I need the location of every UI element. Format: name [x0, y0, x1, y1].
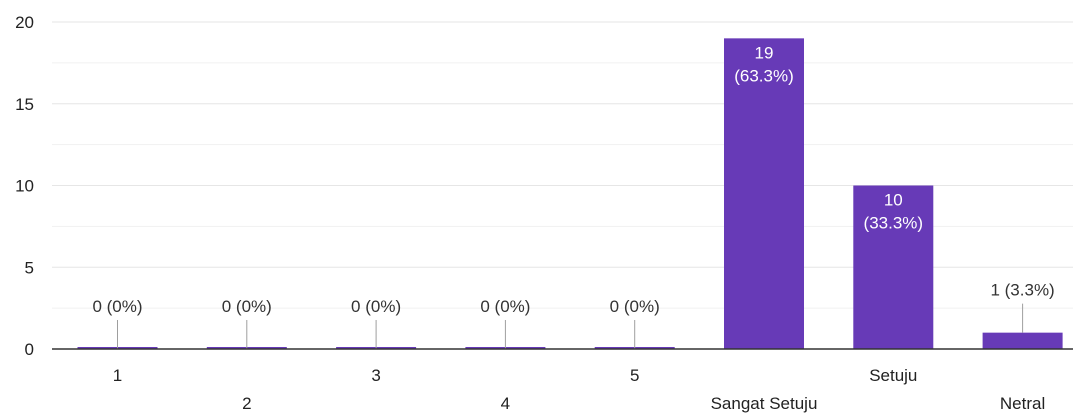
- gridlines: [52, 21, 1073, 309]
- y-tick-label: 10: [15, 177, 34, 196]
- x-tick-label: 3: [371, 366, 380, 385]
- x-axis-ticks: 1 2 3 4 5 Sangat Setuju Setuju Netral: [113, 366, 1046, 413]
- bar-setuju: [853, 185, 934, 349]
- data-label: (33.3%): [864, 214, 924, 233]
- y-tick-label: 15: [15, 95, 34, 114]
- x-tick-label: Sangat Setuju: [711, 394, 818, 413]
- y-tick-label: 5: [25, 258, 34, 277]
- data-label: 19: [755, 43, 774, 62]
- data-label: (63.3%): [734, 66, 794, 85]
- bar-netral: [982, 332, 1063, 349]
- x-tick-label: 1: [113, 366, 122, 385]
- y-tick-label: 20: [15, 13, 34, 32]
- bar-sangat-setuju: [724, 38, 804, 349]
- data-label: 0 (0%): [610, 297, 660, 316]
- x-tick-label: 4: [501, 394, 510, 413]
- x-tick-label: 2: [242, 394, 251, 413]
- data-label: 0 (0%): [480, 297, 530, 316]
- data-labels: 0 (0%) 0 (0%) 0 (0%) 0 (0%) 0 (0%) 19 (63.3%) 1…: [92, 43, 1055, 349]
- x-tick-label: Netral: [1000, 394, 1045, 413]
- data-label: 1 (3.3%): [990, 281, 1054, 300]
- bars: [77, 38, 1063, 349]
- y-tick-label: 0: [25, 340, 34, 359]
- x-tick-label: Setuju: [869, 366, 917, 385]
- data-label: 0 (0%): [92, 297, 142, 316]
- x-tick-label: 5: [630, 366, 639, 385]
- data-label: 0 (0%): [222, 297, 272, 316]
- y-axis-ticks: 0 5 10 15 20: [15, 13, 34, 359]
- data-label: 0 (0%): [351, 297, 401, 316]
- data-label: 10: [884, 191, 903, 210]
